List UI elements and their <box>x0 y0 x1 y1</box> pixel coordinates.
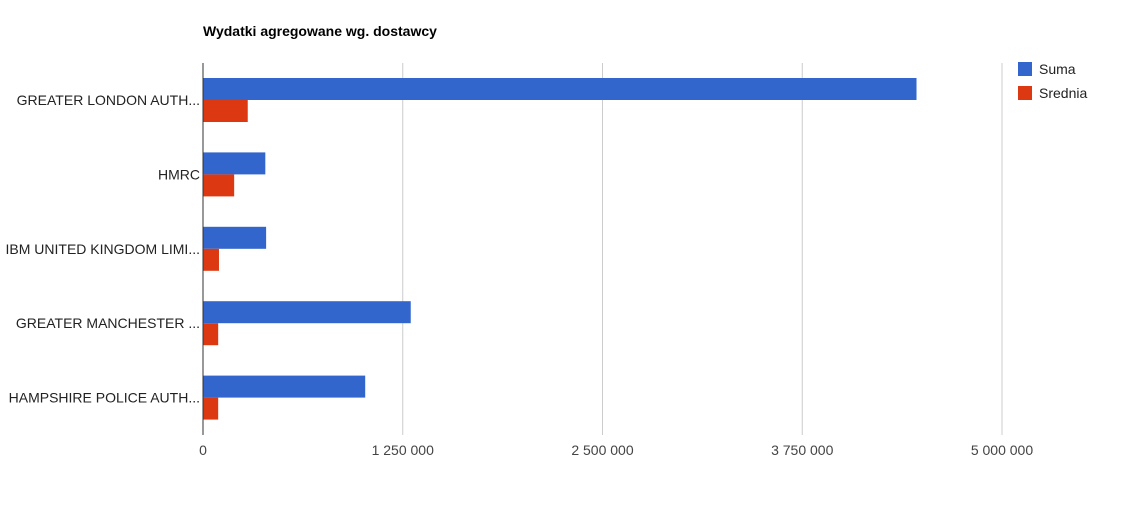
bar-suma[interactable] <box>203 301 411 324</box>
category-label: HAMPSHIRE POLICE AUTH... <box>9 390 200 406</box>
bar-srednia[interactable] <box>203 397 219 420</box>
category-labels: GREATER LONDON AUTH... HMRC IBM UNITED KIN… <box>6 92 200 406</box>
bar-srednia[interactable] <box>203 174 235 197</box>
tick-labels: 0 1 250 000 2 500 000 3 750 000 5 000 000 <box>199 442 1033 458</box>
category-label: GREATER MANCHESTER ... <box>16 315 200 331</box>
legend[interactable]: Suma Srednia <box>1018 61 1087 101</box>
x-tick-label: 5 000 000 <box>971 442 1033 458</box>
legend-swatch-suma[interactable] <box>1018 62 1032 76</box>
x-tick-label: 0 <box>199 442 207 458</box>
bar-srednia[interactable] <box>203 100 248 122</box>
bar-srednia[interactable] <box>203 323 219 346</box>
bar-suma[interactable] <box>203 152 266 175</box>
gridlines <box>402 63 1003 435</box>
category-label: HMRC <box>158 166 200 182</box>
x-tick-label: 3 750 000 <box>771 442 833 458</box>
category-label: IBM UNITED KINGDOM LIMI... <box>6 241 200 257</box>
legend-label-suma[interactable]: Suma <box>1039 61 1076 77</box>
legend-swatch-srednia[interactable] <box>1018 86 1032 100</box>
x-tick-label: 2 500 000 <box>571 442 633 458</box>
chart-title: Wydatki agregowane wg. dostawcy <box>203 23 437 39</box>
bar-srednia[interactable] <box>203 248 219 271</box>
bar-suma[interactable] <box>203 375 366 398</box>
bars <box>203 78 917 420</box>
bar-suma[interactable] <box>203 226 267 249</box>
x-tick-label: 1 250 000 <box>372 442 434 458</box>
legend-label-srednia[interactable]: Srednia <box>1039 85 1087 101</box>
bar-suma[interactable] <box>203 78 917 100</box>
category-label: GREATER LONDON AUTH... <box>17 92 200 108</box>
